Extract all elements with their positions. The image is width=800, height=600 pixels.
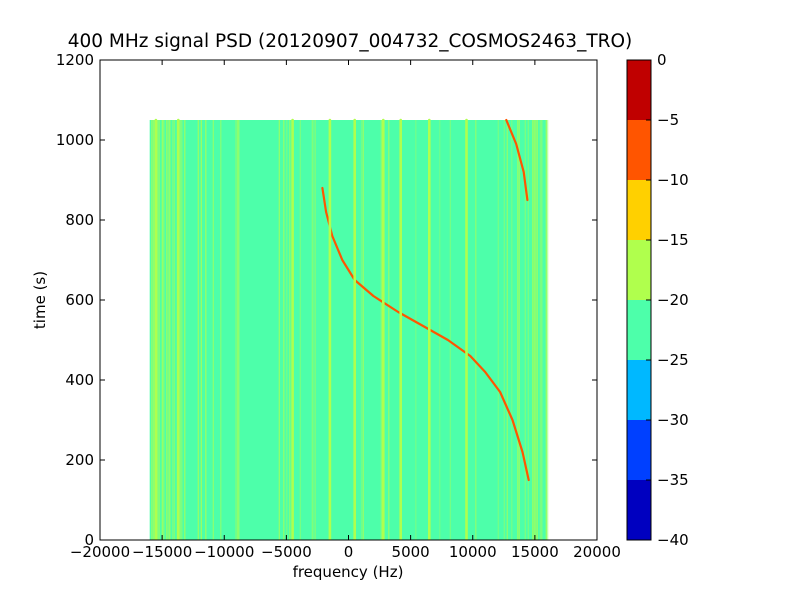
heatmap-texture — [151, 120, 153, 540]
heatmap-texture — [166, 120, 168, 540]
heatmap-texture — [181, 120, 183, 540]
heatmap-texture — [524, 120, 526, 540]
heatmap-texture — [535, 120, 537, 540]
x-tick-label: −10000 — [194, 543, 254, 561]
heatmap-texture — [311, 120, 313, 540]
colorbar-segment — [627, 360, 651, 420]
heatmap-texture — [286, 120, 288, 540]
heatmap-texture — [220, 120, 222, 540]
y-tick-label: 200 — [65, 451, 94, 469]
y-tick-label: 800 — [65, 211, 94, 229]
heatmap-texture — [527, 120, 529, 540]
y-tick-label: 400 — [65, 371, 94, 389]
heatmap-texture — [362, 120, 364, 540]
heatmap-background — [149, 120, 548, 540]
colorbar-segment — [627, 120, 651, 180]
heatmap-texture — [163, 120, 165, 540]
colorbar-tick-label: −10 — [657, 171, 689, 189]
heatmap-texture — [157, 120, 159, 540]
heatmap-texture — [475, 120, 477, 540]
heatmap-image — [149, 120, 549, 540]
x-axis-label: frequency (Hz) — [293, 563, 404, 581]
doppler-trace-wrap — [505, 118, 529, 202]
heatmap-texture — [278, 120, 280, 540]
heatmap-texture — [547, 120, 549, 540]
heatmap-texture — [545, 120, 547, 540]
colorbar-segment — [627, 180, 651, 240]
doppler-trace — [321, 186, 530, 482]
heatmap-texture — [289, 120, 291, 540]
colorbar-tick-label: −35 — [657, 471, 689, 489]
heatmap-texture — [236, 120, 238, 540]
heatmap-texture — [238, 120, 240, 540]
heatmap-texture — [158, 120, 160, 540]
heatmap-texture — [179, 120, 181, 540]
heatmap-texture — [313, 120, 315, 540]
colorbar-segment — [627, 60, 651, 120]
heatmap-texture — [541, 120, 543, 540]
heatmap-texture — [197, 120, 199, 540]
heatmap-texture — [449, 120, 451, 540]
heatmap-texture — [172, 120, 174, 540]
heatmap-texture — [503, 120, 505, 540]
colorbar-tick-label: −5 — [657, 111, 679, 129]
heatmap-texture — [439, 120, 441, 540]
y-axis-label: time (s) — [31, 271, 49, 329]
heatmap-texture — [299, 120, 301, 540]
colorbar-tick-label: −30 — [657, 411, 689, 429]
colorbar-tick-label: −15 — [657, 231, 689, 249]
heatmap-texture — [314, 120, 316, 540]
x-axis: −20000 −15000 −10000 −5000 0 5000 10000 15000 20… — [70, 60, 621, 561]
heatmap-texture — [173, 120, 175, 540]
heatmap-texture — [415, 120, 417, 540]
heatmap-texture — [388, 120, 390, 540]
y-axis: 0 200 400 600 800 1000 1200 — [56, 51, 597, 549]
colorbar-tick-label: −40 — [657, 531, 689, 549]
chart-title: 400 MHz signal PSD (20120907_004732_COSM… — [68, 31, 633, 52]
heatmap-texture — [517, 120, 519, 540]
colorbar-tick-label: −20 — [657, 291, 689, 309]
x-tick-label: 0 — [344, 543, 354, 561]
heatmap-texture — [169, 120, 171, 540]
heatmap-texture — [539, 120, 541, 540]
x-tick-label: 5000 — [392, 543, 430, 561]
heatmap-texture — [161, 120, 163, 540]
y-tick-label: 0 — [84, 531, 94, 549]
heatmap-texture — [184, 120, 186, 540]
heatmap-texture — [511, 120, 513, 540]
colorbar-segment — [627, 240, 651, 300]
y-tick-label: 1000 — [56, 131, 94, 149]
colorbar-tick-label: −25 — [657, 351, 689, 369]
x-tick-label: −20000 — [70, 543, 130, 561]
heatmap-texture — [152, 120, 154, 540]
heatmap-texture — [200, 120, 202, 540]
y-tick-label: 600 — [65, 291, 94, 309]
heatmap-texture — [235, 120, 237, 540]
heatmap-texture — [506, 120, 508, 540]
heatmap-texture — [283, 120, 285, 540]
x-tick-label: 20000 — [573, 543, 621, 561]
y-tick-label: 1200 — [56, 51, 94, 69]
heatmap-texture — [212, 120, 214, 540]
colorbar-segment — [627, 420, 651, 480]
heatmap-texture — [533, 120, 535, 540]
heatmap-texture — [532, 120, 534, 540]
x-tick-label: −15000 — [132, 543, 192, 561]
heatmap-texture — [167, 120, 169, 540]
heatmap-texture — [518, 120, 520, 540]
heatmap-texture — [497, 120, 499, 540]
heatmap-texture — [380, 120, 382, 540]
heatmap-texture — [536, 120, 538, 540]
heatmap-texture — [361, 120, 363, 540]
colorbar: 0 −5 −10 −15 −20 −25 −30 −35 −40 — [626, 51, 689, 549]
x-tick-label: 15000 — [511, 543, 559, 561]
x-tick-label: −5000 — [261, 543, 312, 561]
colorbar-tick-label: 0 — [657, 51, 667, 69]
colorbar-segment — [627, 300, 651, 360]
x-tick-label: 10000 — [449, 543, 497, 561]
signal-features — [154, 118, 530, 540]
colorbar-segment — [627, 480, 651, 540]
heatmap-texture — [205, 120, 207, 540]
